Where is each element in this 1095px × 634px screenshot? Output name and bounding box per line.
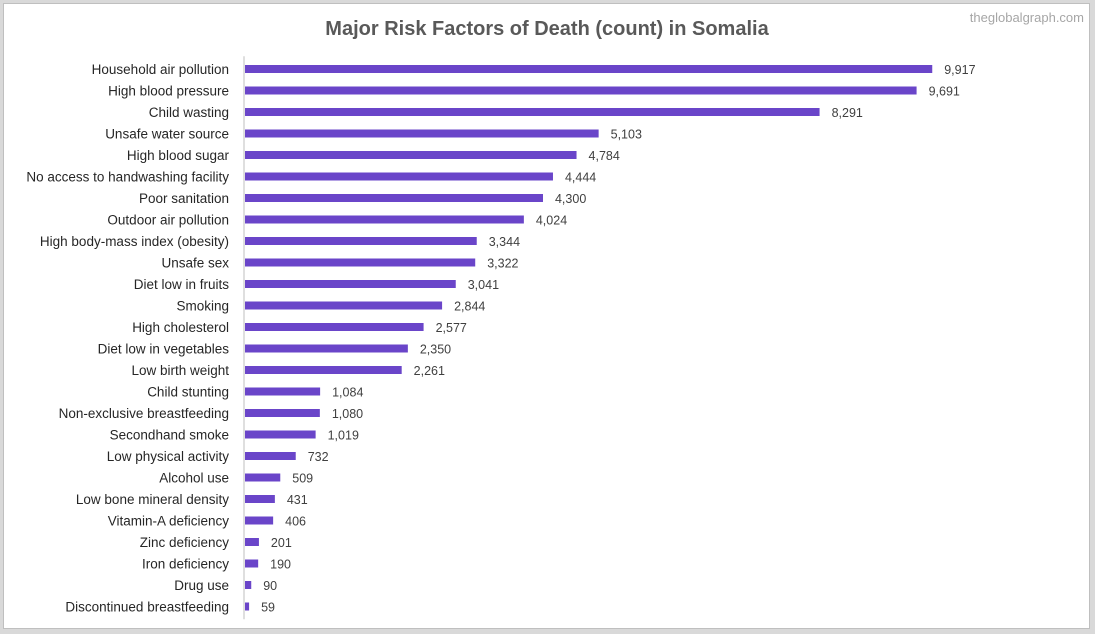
bar xyxy=(245,86,917,95)
bar xyxy=(245,409,320,417)
bar xyxy=(245,473,281,482)
data-label: 59 xyxy=(261,601,275,615)
data-label: 3,344 xyxy=(489,235,520,249)
data-label: 2,577 xyxy=(436,321,467,335)
category-label: Vitamin-A deficiency xyxy=(108,514,230,529)
data-label: 3,041 xyxy=(468,278,499,292)
category-label: Drug use xyxy=(174,578,229,593)
data-label: 201 xyxy=(271,536,292,550)
bar-chart: Major Risk Factors of Death (count) in S… xyxy=(26,10,1084,620)
bar xyxy=(245,151,577,159)
category-label: Low physical activity xyxy=(107,449,230,464)
bar xyxy=(245,581,252,589)
bar xyxy=(245,258,476,267)
bar xyxy=(245,280,456,288)
data-label: 9,691 xyxy=(929,85,960,99)
bar xyxy=(245,172,553,181)
category-label: Zinc deficiency xyxy=(140,535,230,550)
category-label: Discontinued breastfeeding xyxy=(65,600,229,615)
category-label: Household air pollution xyxy=(92,62,229,77)
data-label: 4,024 xyxy=(536,214,567,228)
category-label: Low birth weight xyxy=(131,363,229,378)
bar xyxy=(245,538,259,546)
category-label: High body-mass index (obesity) xyxy=(40,234,229,249)
data-label: 1,084 xyxy=(332,386,363,400)
chart-frame: Major Risk Factors of Death (count) in S… xyxy=(3,3,1090,629)
category-label: Iron deficiency xyxy=(142,557,229,572)
plot-area: Household air pollution 9,917 High blood p… xyxy=(26,56,976,620)
category-label: Unsafe water source xyxy=(105,127,229,142)
bar xyxy=(245,129,599,138)
bar xyxy=(245,65,933,73)
data-label: 4,784 xyxy=(589,149,620,163)
bar xyxy=(245,452,296,460)
data-label: 5,103 xyxy=(611,128,642,142)
data-label: 2,350 xyxy=(420,343,451,357)
watermark: theglobalgraph.com xyxy=(970,10,1084,25)
data-label: 4,300 xyxy=(555,192,586,206)
category-label: Diet low in fruits xyxy=(134,277,230,292)
data-label: 732 xyxy=(308,450,329,464)
category-label: Low bone mineral density xyxy=(76,492,229,507)
chart-title: Major Risk Factors of Death (count) in S… xyxy=(325,18,769,40)
data-label: 509 xyxy=(292,472,313,486)
bar xyxy=(245,301,443,310)
category-label: High cholesterol xyxy=(132,320,229,335)
category-label: Diet low in vegetables xyxy=(98,342,230,357)
bar xyxy=(245,215,524,224)
category-label: Child wasting xyxy=(149,105,229,120)
category-label: Smoking xyxy=(176,299,229,314)
category-label: Non-exclusive breastfeeding xyxy=(59,406,229,421)
bar xyxy=(245,387,321,396)
data-label: 8,291 xyxy=(832,106,863,120)
data-label: 2,844 xyxy=(454,300,485,314)
data-label: 9,917 xyxy=(944,63,975,77)
data-label: 4,444 xyxy=(565,171,596,185)
category-label: High blood sugar xyxy=(127,148,230,163)
category-label: Alcohol use xyxy=(159,471,229,486)
category-label: Unsafe sex xyxy=(161,256,229,271)
category-label: Child stunting xyxy=(147,385,229,400)
bar xyxy=(245,323,424,331)
bar xyxy=(245,495,275,503)
bar xyxy=(245,194,543,202)
data-label: 2,261 xyxy=(414,364,445,378)
data-label: 406 xyxy=(285,515,306,529)
data-label: 431 xyxy=(287,493,308,507)
category-label: Outdoor air pollution xyxy=(107,213,229,228)
category-label: No access to handwashing facility xyxy=(26,170,229,185)
bar xyxy=(245,602,250,611)
data-label: 1,080 xyxy=(332,407,363,421)
bar xyxy=(245,516,274,525)
bar xyxy=(245,559,259,568)
category-label: Poor sanitation xyxy=(139,191,229,206)
data-label: 90 xyxy=(263,579,277,593)
category-label: Secondhand smoke xyxy=(110,428,229,443)
category-label: High blood pressure xyxy=(108,84,229,99)
bar xyxy=(245,366,402,374)
data-label: 1,019 xyxy=(328,429,359,443)
bar xyxy=(245,344,408,353)
bar xyxy=(245,430,316,439)
data-label: 3,322 xyxy=(487,257,518,271)
bar xyxy=(245,237,477,245)
data-label: 190 xyxy=(270,558,291,572)
bar xyxy=(245,108,820,116)
